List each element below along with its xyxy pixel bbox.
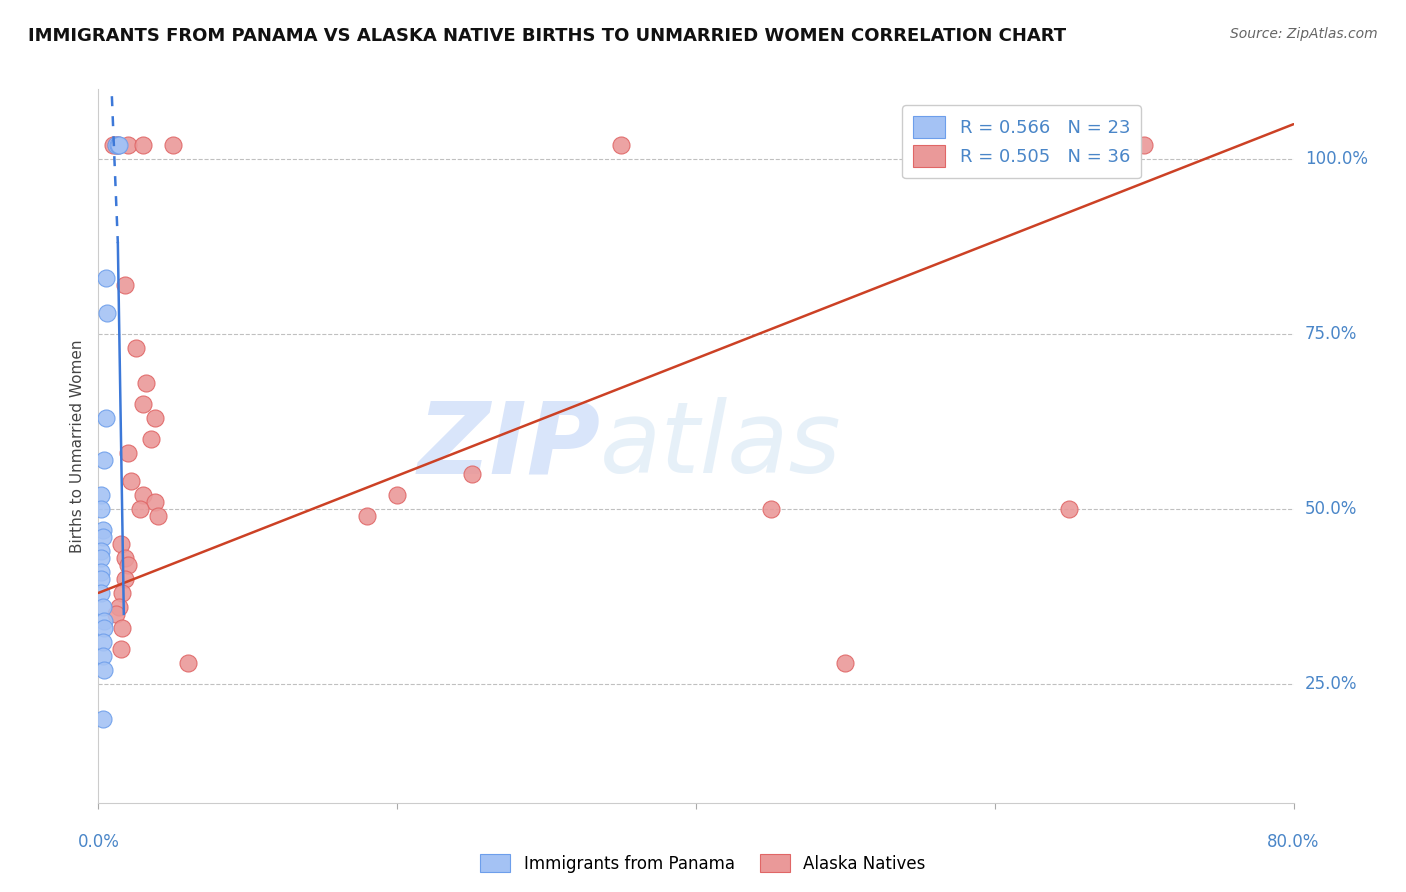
Text: 25.0%: 25.0%	[1305, 675, 1357, 693]
Point	[834, 656, 856, 670]
Point	[110, 641, 132, 656]
Text: atlas: atlas	[600, 398, 842, 494]
Point	[111, 621, 134, 635]
Point	[108, 599, 131, 614]
Point	[96, 306, 118, 320]
Text: 0.0%: 0.0%	[77, 833, 120, 851]
Y-axis label: Births to Unmarried Women: Births to Unmarried Women	[70, 339, 86, 553]
Point	[90, 550, 112, 565]
Point	[143, 495, 166, 509]
Point	[93, 663, 115, 677]
Point	[120, 474, 142, 488]
Point	[90, 572, 112, 586]
Point	[117, 446, 139, 460]
Point	[107, 138, 129, 153]
Point	[1059, 502, 1081, 516]
Point	[129, 502, 152, 516]
Point	[114, 278, 136, 293]
Text: IMMIGRANTS FROM PANAMA VS ALASKA NATIVE BIRTHS TO UNMARRIED WOMEN CORRELATION CH: IMMIGRANTS FROM PANAMA VS ALASKA NATIVE …	[28, 27, 1066, 45]
Point	[385, 488, 409, 502]
Point	[177, 656, 200, 670]
Point	[93, 614, 115, 628]
Point	[132, 138, 155, 153]
Point	[90, 544, 112, 558]
Point	[93, 453, 115, 467]
Point	[90, 488, 112, 502]
Point	[132, 397, 155, 411]
Text: Source: ZipAtlas.com: Source: ZipAtlas.com	[1230, 27, 1378, 41]
Point	[117, 138, 139, 153]
Text: 75.0%: 75.0%	[1305, 325, 1357, 343]
Text: 100.0%: 100.0%	[1305, 150, 1368, 169]
Point	[91, 635, 114, 649]
Point	[91, 712, 114, 726]
Point	[91, 530, 114, 544]
Text: ZIP: ZIP	[418, 398, 600, 494]
Point	[91, 648, 114, 663]
Point	[162, 138, 184, 153]
Text: 50.0%: 50.0%	[1305, 500, 1357, 518]
Point	[132, 488, 155, 502]
Point	[108, 138, 131, 153]
Point	[105, 138, 128, 153]
Point	[759, 502, 782, 516]
Point	[91, 523, 114, 537]
Point	[94, 271, 117, 285]
Point	[114, 550, 136, 565]
Point	[356, 508, 378, 523]
Point	[90, 502, 112, 516]
Point	[93, 621, 115, 635]
Point	[105, 607, 128, 621]
Point	[94, 411, 117, 425]
Point	[90, 565, 112, 579]
Point	[105, 138, 128, 153]
Text: 80.0%: 80.0%	[1267, 833, 1320, 851]
Point	[110, 537, 132, 551]
Point	[148, 508, 170, 523]
Point	[91, 599, 114, 614]
Point	[135, 376, 157, 390]
Point	[111, 586, 134, 600]
Point	[610, 138, 633, 153]
Point	[139, 432, 162, 446]
Point	[1133, 138, 1156, 153]
Point	[125, 341, 148, 355]
Legend: R = 0.566   N = 23, R = 0.505   N = 36: R = 0.566 N = 23, R = 0.505 N = 36	[903, 105, 1142, 178]
Legend: Immigrants from Panama, Alaska Natives: Immigrants from Panama, Alaska Natives	[474, 847, 932, 880]
Point	[107, 138, 129, 153]
Point	[143, 411, 166, 425]
Point	[117, 558, 139, 572]
Point	[103, 138, 125, 153]
Point	[114, 572, 136, 586]
Point	[461, 467, 484, 481]
Point	[90, 586, 112, 600]
